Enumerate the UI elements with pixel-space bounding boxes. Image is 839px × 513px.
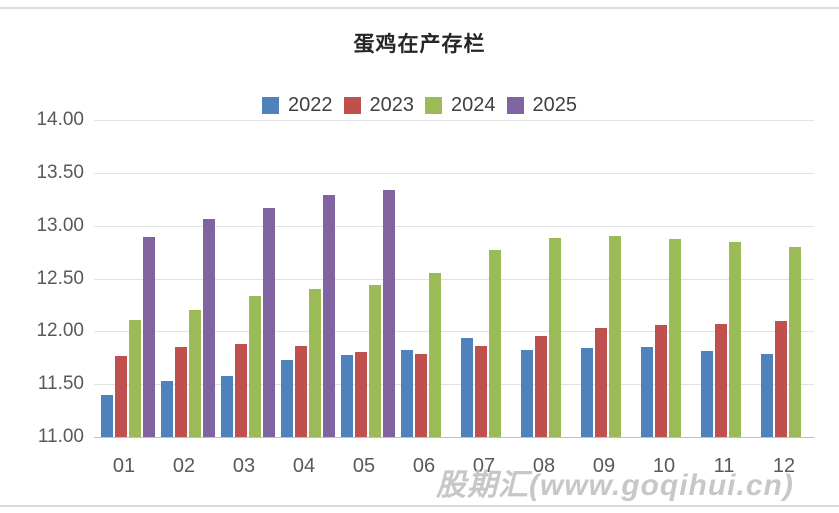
gridline-11.50 — [94, 384, 814, 386]
bar-2024-01 — [129, 319, 141, 437]
bar-2024-04 — [309, 289, 321, 437]
bar-2023-01 — [115, 355, 127, 437]
bar-2022-12 — [761, 353, 773, 437]
y-axis-tick-label: 12.50 — [36, 267, 84, 289]
bar-2024-07 — [489, 249, 501, 437]
legend-label-2024: 2024 — [451, 94, 496, 116]
bar-2023-10 — [655, 324, 667, 437]
legend-label-2025: 2025 — [532, 94, 578, 116]
bar-2022-04 — [281, 359, 293, 437]
bar-2024-12 — [789, 246, 801, 437]
bar-2024-06 — [429, 273, 441, 437]
legend-swatch-2024 — [425, 97, 442, 114]
x-axis-tick-label-08: 08 — [532, 455, 556, 477]
y-axis-tick-label: 13.00 — [36, 214, 84, 236]
y-axis-tick-label: 12.00 — [36, 320, 84, 342]
bar-2024-10 — [669, 239, 681, 437]
gridline-13.50 — [94, 172, 814, 174]
bar-2023-12 — [775, 320, 787, 437]
watermark-text: 股期汇(www.goqihui.cn) — [436, 469, 794, 502]
bar-2023-06 — [415, 353, 427, 437]
bar-2025-01 — [143, 237, 155, 437]
bar-2023-09 — [595, 328, 607, 437]
gridline-11.00 — [94, 437, 814, 438]
legend-swatch-2022 — [262, 97, 279, 114]
bar-2022-05 — [341, 354, 353, 437]
bar-2022-07 — [461, 337, 473, 437]
x-axis-tick-label-02: 02 — [172, 455, 196, 477]
bottom-rule — [0, 505, 839, 507]
gridline-13.00 — [94, 225, 814, 227]
x-axis-tick-label-06: 06 — [412, 455, 436, 477]
legend-swatch-2023 — [343, 97, 361, 114]
bar-2022-08 — [521, 350, 533, 437]
y-axis-tick-label: 11.50 — [37, 373, 84, 395]
x-axis-tick-label-12: 12 — [772, 455, 796, 477]
legend-label-2023: 2023 — [369, 94, 415, 116]
bar-2022-11 — [701, 351, 713, 437]
y-axis-tick-label: 14.00 — [36, 109, 84, 130]
bar-2024-05 — [369, 284, 381, 437]
legend-item-2023: 2023 — [343, 94, 415, 117]
y-axis-tick-label: 11.00 — [37, 426, 84, 447]
x-axis-tick-label-01: 01 — [112, 455, 136, 477]
bar-2025-02 — [203, 219, 215, 437]
y-axis-tick-label: 13.50 — [36, 161, 84, 183]
legend-item-2022: 2022 — [262, 94, 333, 117]
top-rule — [0, 7, 839, 9]
bar-2022-03 — [221, 375, 233, 437]
bar-2023-08 — [535, 335, 547, 437]
bar-2024-11 — [729, 241, 741, 437]
chart-title: 蛋鸡在产存栏 — [353, 31, 486, 56]
bar-2024-02 — [189, 310, 201, 437]
bar-2023-03 — [235, 344, 247, 437]
legend-swatch-2025 — [506, 97, 524, 114]
bar-2023-05 — [355, 352, 367, 437]
bar-2022-01 — [101, 394, 113, 437]
bar-2023-11 — [715, 323, 727, 437]
gridline-14.00 — [94, 120, 814, 121]
gridline-12.50 — [94, 278, 814, 280]
bar-2022-09 — [581, 348, 593, 437]
bar-2022-02 — [161, 380, 173, 437]
bar-2023-07 — [475, 346, 487, 437]
bar-2025-03 — [263, 207, 275, 437]
bar-2025-04 — [323, 195, 335, 437]
bar-2024-09 — [609, 236, 621, 437]
bar-2023-04 — [295, 346, 307, 437]
chart-legend: 2022 2023 2024 2025 — [0, 94, 839, 117]
bar-2025-05 — [383, 189, 395, 437]
x-axis-tick-label-07: 07 — [472, 455, 496, 477]
legend-item-2024: 2024 — [425, 94, 496, 117]
x-axis-tick-label-09: 09 — [592, 455, 616, 477]
legend-label-2022: 2022 — [288, 94, 333, 116]
x-axis-tick-label-04: 04 — [292, 455, 316, 477]
bar-2023-02 — [175, 347, 187, 437]
x-axis-tick-label-11: 11 — [713, 455, 735, 477]
bar-2024-03 — [249, 296, 261, 437]
x-axis-tick-label-03: 03 — [232, 455, 256, 477]
x-axis-tick-label-05: 05 — [352, 455, 376, 477]
bar-2024-08 — [549, 238, 561, 437]
bar-2022-10 — [641, 347, 653, 437]
gridline-12.00 — [94, 331, 814, 333]
legend-item-2025: 2025 — [506, 94, 578, 117]
bar-2022-06 — [401, 350, 413, 437]
x-axis-tick-label-10: 10 — [652, 455, 676, 477]
